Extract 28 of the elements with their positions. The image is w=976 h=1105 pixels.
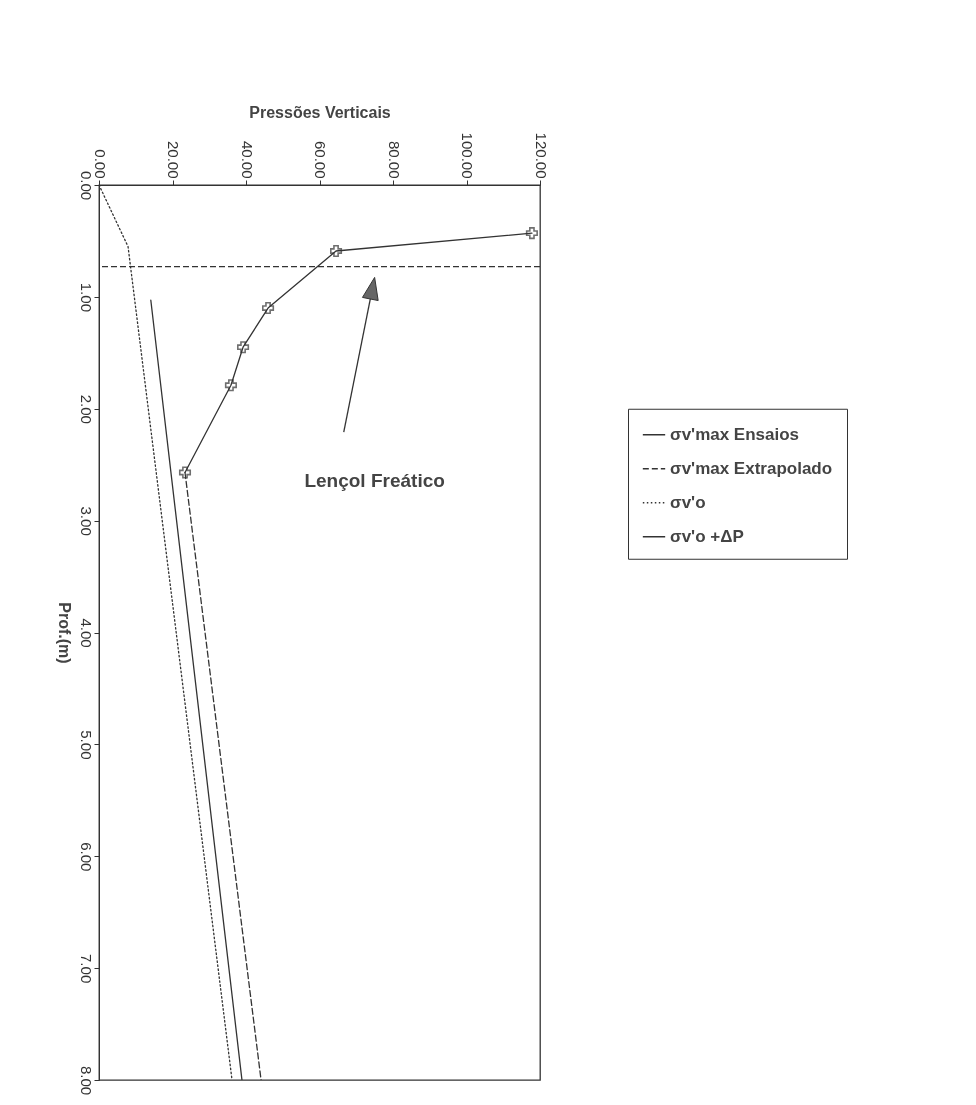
annotation: Lençol Freático <box>304 470 445 492</box>
point <box>224 379 237 392</box>
y-tick-label: 6.00 <box>77 842 95 872</box>
y-axis-title: Prof.(m) <box>55 602 73 664</box>
legend-label: σv'max Ensaios <box>670 424 800 444</box>
legend-label: σv'o +ΔP <box>670 526 744 546</box>
y-tick-label: 2.00 <box>77 394 95 424</box>
point <box>237 341 250 354</box>
point <box>525 227 538 240</box>
x-tick-label: 80.00 <box>385 140 403 179</box>
y-tick-label: 1.00 <box>77 282 95 312</box>
point <box>329 244 343 258</box>
x-tick-label: 60.00 <box>312 140 329 179</box>
y-tick-label: 8.00 <box>77 1065 95 1096</box>
y-tick-label: 0.00 <box>77 170 95 201</box>
legend-label: σv'max Extrapolado <box>670 458 833 478</box>
y-tick-label: 7.00 <box>77 954 95 984</box>
legend-label: σv'o <box>670 492 706 512</box>
point <box>262 302 275 315</box>
y-tick-label: 5.00 <box>77 730 95 760</box>
x-tick-label: 20.00 <box>165 140 182 179</box>
x-tick-label: 40.00 <box>238 140 256 179</box>
x-axis-title: Pressões Verticais <box>249 103 391 121</box>
y-tick-label: 3.00 <box>77 506 95 536</box>
x-tick-label: 100.00 <box>459 132 476 179</box>
x-tick-label: 120.00 <box>532 132 550 179</box>
y-tick-label: 4.00 <box>77 618 95 648</box>
point <box>178 466 192 479</box>
